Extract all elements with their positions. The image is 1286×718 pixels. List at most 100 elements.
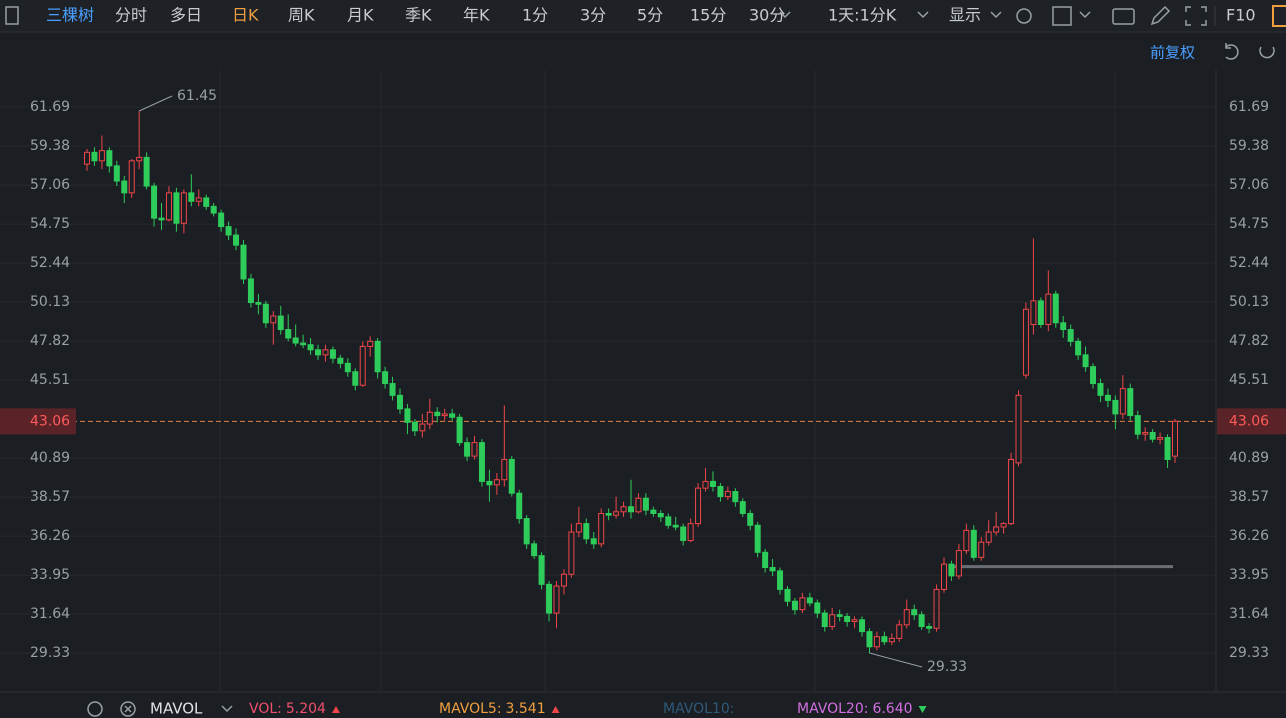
candle-body [672,524,679,528]
candle-body [456,416,463,444]
tab[interactable]: 3分 [580,6,606,25]
candle-body [292,337,299,344]
candle-body [903,609,910,626]
undo-icons[interactable] [1225,43,1275,60]
tab[interactable]: 周K [288,6,315,25]
y-tick-label: 29.33 [30,645,70,661]
camera-icon[interactable] [1112,8,1135,25]
candle-body [665,516,672,526]
candle-body [933,588,940,629]
stock-name[interactable]: 三棵树 [46,6,94,25]
indicator-label: MAVOL20: [797,701,868,717]
side-icon[interactable] [1272,5,1286,27]
close-x [124,705,132,713]
candle-body [1067,329,1074,342]
candle-body [106,150,113,167]
candle-body [1037,300,1044,325]
candle-body [233,234,240,246]
y-tick-label: 38.57 [30,489,70,505]
tab[interactable]: 分时 [115,6,147,25]
indicator-arrow [331,706,340,713]
y-tick-label-right: 33.95 [1229,567,1269,583]
candle-body [747,512,754,526]
candle-body [911,609,918,616]
candle-body [873,636,880,648]
candle-body [866,631,873,648]
candle-body [128,160,135,194]
tab[interactable]: 15分 [690,6,726,25]
y-tick-label-right: 54.75 [1229,216,1269,232]
candle-body [151,185,158,219]
candle-body [568,531,575,575]
adjust-mode[interactable]: 前复权 [1150,44,1195,62]
candle-body [918,614,925,628]
candle-body [374,340,381,373]
candle-body [881,636,888,643]
candle-body [888,637,895,643]
candle-body [844,615,851,622]
tab[interactable]: 年K [463,6,490,25]
candle-body [836,614,843,617]
candle-body [329,349,336,359]
indicator-name[interactable]: MAVOL [150,700,203,718]
candle-body [359,345,366,386]
tab[interactable]: 多日 [170,6,202,25]
display-menu[interactable]: 显示 [949,6,981,25]
candle-body [143,156,150,187]
indicator-chevron [221,705,233,713]
tab[interactable]: 1分 [522,6,548,25]
candle-body [784,588,791,602]
max-label: 61.45 [177,88,217,104]
square-icon[interactable] [1052,6,1072,26]
candle-body [337,357,344,364]
candle-body [240,244,247,280]
candle-body [642,497,649,511]
candle-body [464,442,471,457]
indicator-close[interactable] [120,701,136,717]
candle-body [896,624,903,639]
pencil-icon[interactable] [1150,5,1171,26]
settings-icon[interactable] [1016,8,1032,24]
candle-body [247,278,254,304]
candle-body [1149,431,1156,440]
candle-body [1082,354,1089,368]
interval-select[interactable]: 1天:1分K [828,6,897,25]
y-tick-label-right: 36.26 [1229,528,1269,544]
candle-body [508,458,515,494]
y-tick-label: 36.26 [30,528,70,544]
candle-body [1090,366,1097,385]
indicator-settings[interactable] [87,701,103,717]
indicator-label: VOL: [249,701,282,717]
y-tick-label: 45.51 [30,372,70,388]
candle-body [300,342,307,346]
expand-icon[interactable] [1185,6,1207,26]
candle-body [546,583,553,614]
candle-body [695,487,702,525]
candle-body [538,555,545,585]
candle-body [1097,383,1104,396]
tab[interactable]: 月K [347,6,374,25]
candle-body [98,150,105,162]
candle-body [441,413,448,417]
last-price-box [0,408,76,435]
candle-body [1060,322,1067,331]
tab[interactable]: 5分 [637,6,663,25]
tab[interactable]: 季K [405,6,432,25]
candle-body [382,371,389,385]
f10-button[interactable]: F10 [1226,6,1256,25]
candle-body [493,479,500,486]
panel-icon[interactable] [5,6,19,25]
candle-body [978,541,985,558]
candle-body [426,411,433,425]
tab[interactable]: 日K [232,6,259,25]
tab[interactable]: 30分 [749,6,785,25]
candle-body [367,340,374,347]
y-tick-label: 43.06 [30,413,70,429]
candle-body [814,602,821,614]
y-tick-label: 40.89 [30,450,70,466]
candle-body [806,597,813,604]
y-tick-label-right: 61.69 [1229,99,1269,115]
candle-body [1022,308,1029,376]
indicator-label: MAVOL5: [439,701,502,717]
